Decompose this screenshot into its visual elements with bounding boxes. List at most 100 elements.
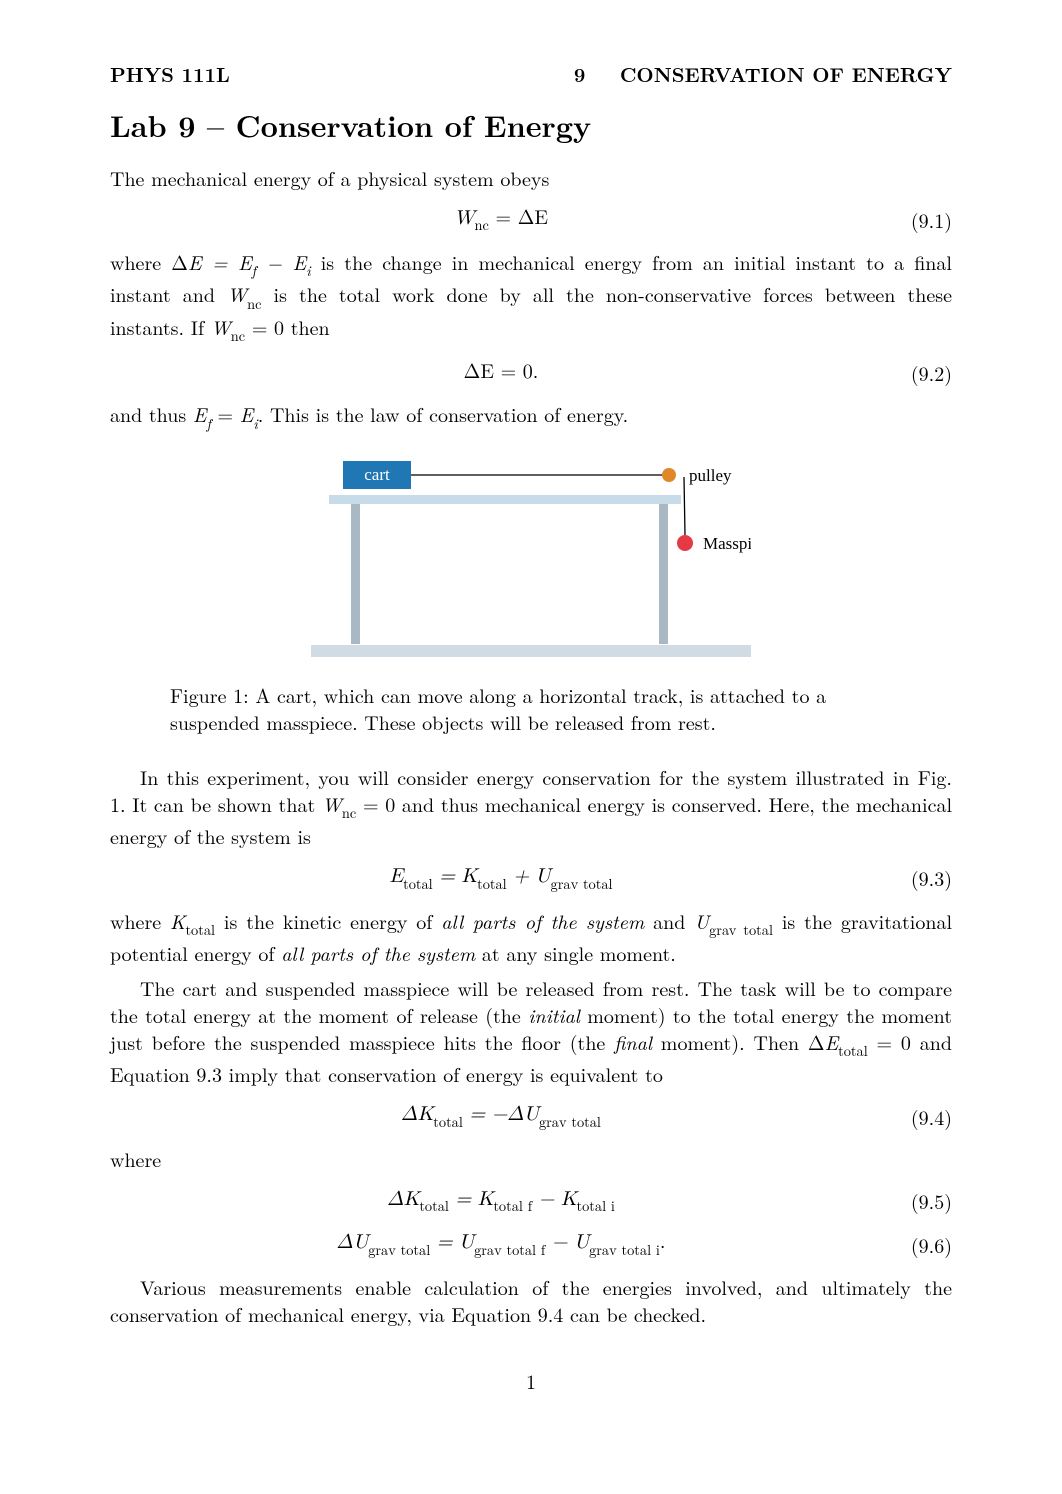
text-run: K [170, 906, 185, 935]
paragraph-2: where ΔE = Ef − Ei is the change in mech… [110, 248, 952, 345]
paragraph-6: The cart and suspended masspiece will be… [110, 974, 952, 1087]
text-run: at any single moment. [475, 938, 676, 967]
text-run: = [211, 399, 240, 428]
eq-sym: = K [433, 866, 477, 886]
equation-9-2-expr: ΔE = 0. [110, 359, 892, 386]
text-run: E [193, 399, 207, 428]
eq-sym: = U [430, 1232, 474, 1252]
eq-sym: + U [507, 866, 551, 886]
header-section-title: CONSERVATION OF ENERGY [620, 59, 952, 88]
text-run: E = E [188, 247, 252, 276]
text-sub: nc [342, 803, 356, 823]
equation-9-2: ΔE = 0. (9.2) [110, 359, 952, 386]
eq-sym: − U [545, 1232, 589, 1252]
text-run: moment). Then Δ [652, 1027, 825, 1056]
eq-sub: total [433, 1115, 463, 1130]
running-header: PHYS 111L 9 CONSERVATION OF ENERGY [110, 60, 952, 87]
paragraph-4: In this experiment, you will consider en… [110, 763, 952, 849]
text-run: U [694, 906, 709, 935]
svg-text:pulley: pulley [689, 466, 732, 485]
text-run: final [614, 1027, 652, 1056]
eq-sub: total [477, 877, 507, 892]
text-run: W [322, 789, 342, 818]
paragraph-3: and thus Ef = Ei. This is the law of con… [110, 400, 952, 432]
eq-sub: total f [493, 1199, 532, 1214]
svg-text:cart: cart [364, 465, 390, 484]
page-title: Lab 9 – Conservation of Energy [110, 105, 952, 146]
equation-9-3: Etotal = Ktotal + Ugrav total (9.3) [110, 863, 952, 892]
text-run: all parts of the system [441, 906, 644, 935]
text-sub: i [253, 414, 257, 434]
text-run: where Δ [110, 247, 188, 276]
equation-9-1-expr: Wnc = ΔE [110, 205, 892, 234]
eq-sym: W [454, 208, 475, 228]
text-sub: total [185, 920, 215, 940]
equation-9-2-num: (9.2) [892, 359, 952, 386]
text-run: = 0 then [245, 312, 329, 341]
figure-1: cart pulley Masspiece Figure 1: A cart, wh… [110, 451, 952, 753]
equation-9-4-expr: ΔKtotal = −ΔUgrav total [110, 1101, 892, 1130]
equation-9-5: ΔKtotal = Ktotal f − Ktotal i (9.5) [110, 1186, 952, 1215]
eq-sub: grav total [368, 1243, 430, 1258]
equation-9-4-num: (9.4) [892, 1103, 952, 1130]
equation-9-1: Wnc = ΔE (9.1) [110, 205, 952, 234]
equation-9-6-num: (9.6) [892, 1231, 952, 1258]
text-sub: f [206, 414, 210, 434]
eq-sym: E [389, 866, 403, 886]
text-sub: grav total [709, 920, 773, 940]
eq-sub: grav total f [474, 1243, 545, 1258]
eq-sym: ΔU [337, 1232, 369, 1252]
eq-tail: . [660, 1232, 666, 1252]
eq-sub: grav total [551, 877, 613, 892]
text-sub: nc [231, 326, 245, 346]
eq-sub: grav total [539, 1115, 601, 1130]
text-run: all parts of the system [281, 938, 475, 967]
equation-9-1-num: (9.1) [892, 206, 952, 233]
eq-sub: total [419, 1199, 449, 1214]
where-label: where [110, 1145, 952, 1172]
eq-sub: nc [475, 218, 489, 233]
text-sub: f [252, 261, 256, 281]
page-number: 1 [110, 1367, 952, 1394]
eq-sym: = K [449, 1189, 493, 1209]
equation-9-6-expr: ΔUgrav total = Ugrav total f − Ugrav tot… [110, 1229, 892, 1258]
text-run: W [211, 312, 231, 341]
eq-sym: ΔK [387, 1189, 419, 1209]
paragraph-7: Various measurements enable calculation … [110, 1273, 952, 1327]
equation-9-5-expr: ΔKtotal = Ktotal f − Ktotal i [110, 1186, 892, 1215]
eq-sub: total i [577, 1199, 615, 1214]
svg-text:Masspiece: Masspiece [703, 534, 751, 553]
eq-rhs: = ΔE [489, 208, 548, 228]
text-sub: nc [247, 294, 261, 314]
text-run: where [110, 906, 170, 935]
text-run: − E [256, 247, 306, 276]
eq-sym: ΔK [401, 1104, 433, 1124]
text-run: E [825, 1027, 839, 1056]
text-run: E [240, 399, 254, 428]
header-left: PHYS 111L [110, 60, 230, 87]
paragraph-5: where Ktotal is the kinetic energy of al… [110, 907, 952, 966]
text-run: W [227, 279, 247, 308]
equation-9-3-expr: Etotal = Ktotal + Ugrav total [110, 863, 892, 892]
text-run: . This is the law of conservation of ene… [258, 399, 628, 428]
figure-1-svg: cart pulley Masspiece [311, 451, 751, 667]
text-run: and thus [110, 399, 193, 428]
intro-paragraph: The mechanical energy of a physical syst… [110, 164, 952, 191]
eq-sym: = −ΔU [463, 1104, 539, 1124]
header-right: 9 CONSERVATION OF ENERGY [574, 60, 952, 87]
equation-9-5-num: (9.5) [892, 1187, 952, 1214]
text-sub: total [838, 1041, 868, 1061]
eq-sub: total [403, 877, 433, 892]
text-sub: i [306, 261, 310, 281]
eq-expr: ΔE = 0. [464, 362, 539, 382]
eq-sym: − K [532, 1189, 576, 1209]
equation-9-4: ΔKtotal = −ΔUgrav total (9.4) [110, 1101, 952, 1130]
text-run: is the kinetic energy of [215, 906, 441, 935]
eq-sub: grav total i [589, 1243, 660, 1258]
header-section-num: 9 [574, 59, 586, 88]
equation-9-3-num: (9.3) [892, 864, 952, 891]
text-run: and [644, 906, 694, 935]
figure-1-caption: Figure 1: A cart, which can move along a… [170, 681, 892, 735]
text-run: initial [528, 1000, 580, 1029]
equation-9-6: ΔUgrav total = Ugrav total f − Ugrav tot… [110, 1229, 952, 1258]
